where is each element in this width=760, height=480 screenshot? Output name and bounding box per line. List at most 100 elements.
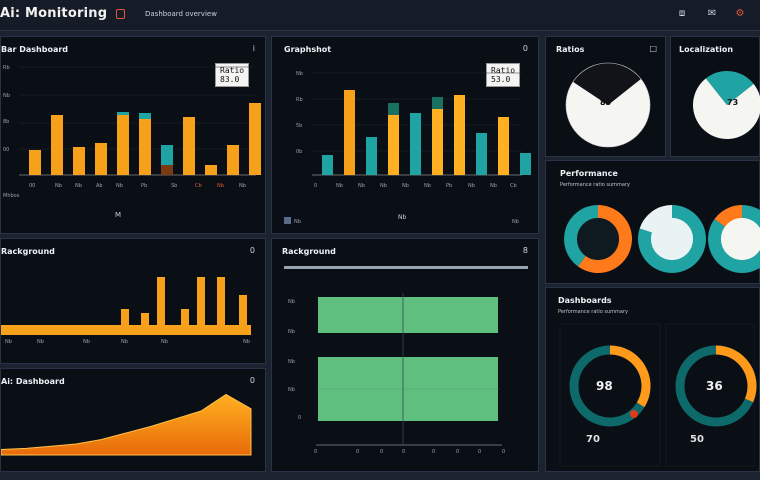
bar-stack: [139, 113, 151, 119]
gauge-value: 36: [706, 379, 723, 393]
pie-panel-1: Ratios □ 83: [545, 36, 666, 157]
info-icon[interactable]: □: [649, 44, 657, 53]
calendar-icon[interactable]: ⧈: [678, 8, 686, 19]
bar: [141, 313, 149, 335]
x-label: Nb: [161, 339, 168, 345]
footer-right: Nb: [512, 219, 519, 225]
bar-chart-center: Nb Rb 5b 0b 0 Nb Nb Nb Nb Nb Pb Nb Nb Cb…: [284, 71, 531, 225]
bar: [454, 95, 465, 175]
y-label: 00: [3, 147, 9, 153]
title-badge: [116, 9, 125, 19]
app-title: Ai: Monitoring: [0, 6, 108, 21]
panel-title: Rackground: [1, 247, 55, 256]
app-subtitle: Dashboard overview: [145, 10, 217, 18]
x-label: Nb: [424, 183, 431, 189]
bar: [161, 165, 173, 175]
area-chart-left: [1, 393, 252, 456]
panel-title: Ratios: [556, 45, 585, 54]
y-label: Rb: [3, 65, 10, 71]
bar-line-chart-left: Nb Nb Nb Nb Nb Nb: [1, 277, 251, 345]
area-chart-panel-left: Ai: Dashboard 0: [0, 368, 266, 472]
donut-hole: [576, 217, 620, 261]
info-icon[interactable]: 8: [522, 246, 528, 255]
panel-title: Graphshot: [284, 45, 332, 54]
x-label: Nb: [5, 339, 12, 345]
bar: [73, 147, 85, 175]
bar: [366, 137, 377, 175]
x-label: Nb: [239, 183, 246, 189]
panel-title: Dashboards: [558, 296, 612, 305]
x-label: Nb: [336, 183, 343, 189]
footer-left: Mhbos: [3, 193, 20, 199]
footer-left: Nb: [294, 219, 301, 225]
x-label: Ab: [96, 183, 103, 189]
x-label: Cb: [195, 183, 202, 189]
pie-center-text: 83: [600, 98, 611, 107]
x-label: Nb: [468, 183, 475, 189]
tooltip-value: 83.0: [220, 75, 240, 84]
x-label: Nb: [243, 339, 250, 345]
x-label: 0: [456, 449, 459, 455]
pie-chart-2: 73: [693, 71, 760, 139]
hbar: [318, 297, 498, 333]
gauge-label: 70: [586, 434, 600, 445]
bar: [29, 150, 41, 175]
pie-outline: [565, 62, 651, 148]
x-label: 0: [478, 449, 481, 455]
x-label: Pb: [141, 183, 147, 189]
x-label: Nb: [83, 339, 90, 345]
footer-center: Nb: [398, 214, 406, 221]
panel-subtitle: Performance ratio summary: [558, 309, 628, 315]
settings-icon[interactable]: ⚙: [735, 8, 745, 19]
bar-chart-left: Rb Nb 8b 00 00 Nb Nb Ab Nb Pb Sb Cb Nb N…: [3, 65, 261, 219]
bar: [181, 309, 189, 335]
x-label: Cb: [510, 183, 517, 189]
line-chart-panel-left: Rackground 0 Nb Nb Nb Nb Nb Nb: [0, 238, 266, 364]
info-icon[interactable]: i: [252, 44, 255, 53]
pie-center-text: 73: [727, 98, 738, 107]
horizontal-bar-chart: Nb Nb Nb Nb 0 0 0 0 0 0 0 0 0: [288, 293, 505, 455]
y-label: Rb: [296, 97, 303, 103]
x-label: 0: [402, 449, 405, 455]
mail-icon[interactable]: ✉: [707, 8, 717, 19]
panel-title: Performance: [560, 169, 618, 178]
x-label: 0: [314, 449, 317, 455]
x-label: Nb: [121, 339, 128, 345]
y-label: 0b: [296, 149, 302, 155]
gauge-panel: Dashboards Performance ratio summary 98 …: [545, 287, 760, 472]
x-label: Nb: [75, 183, 82, 189]
bar: [344, 90, 355, 175]
info-icon[interactable]: 0: [522, 44, 528, 53]
panel-subtitle: Performance ratio summary: [560, 182, 630, 188]
chart-tooltip: Ratio 53.0: [486, 63, 521, 87]
y-label: Nb: [296, 71, 303, 77]
bar: [498, 117, 509, 175]
tooltip-value: 53.0: [491, 75, 511, 84]
bar-stack: [117, 112, 129, 115]
y-label: Nb: [288, 299, 295, 305]
info-icon[interactable]: 0: [249, 246, 255, 255]
y-label: Nb: [288, 359, 295, 365]
y-label: 0: [298, 415, 301, 421]
pie-panel-2: Localization 73: [670, 36, 760, 157]
x-label: Nb: [37, 339, 44, 345]
x-label: Nb: [380, 183, 387, 189]
x-label: 00: [29, 183, 35, 189]
x-label: Pb: [446, 183, 452, 189]
x-label: Nb: [217, 183, 224, 189]
tooltip-label: Ratio: [220, 66, 245, 75]
footer-label: M: [115, 211, 121, 219]
bar: [249, 103, 261, 175]
x-label: 0: [356, 449, 359, 455]
pie-chart-1: 83: [565, 62, 651, 148]
donut-panel: Performance Performance ratio summary: [545, 160, 760, 284]
area-series: [1, 393, 252, 456]
bar: [183, 117, 195, 175]
top-bar: Ai: Monitoring Dashboard overview ⧈ ✉ ⚙: [0, 0, 760, 31]
donut-hole: [650, 217, 694, 261]
slider-track[interactable]: [284, 266, 528, 269]
bar: [51, 115, 63, 175]
info-icon[interactable]: 0: [249, 376, 255, 385]
bar-stack: [161, 145, 173, 165]
y-label: Nb: [288, 329, 295, 335]
